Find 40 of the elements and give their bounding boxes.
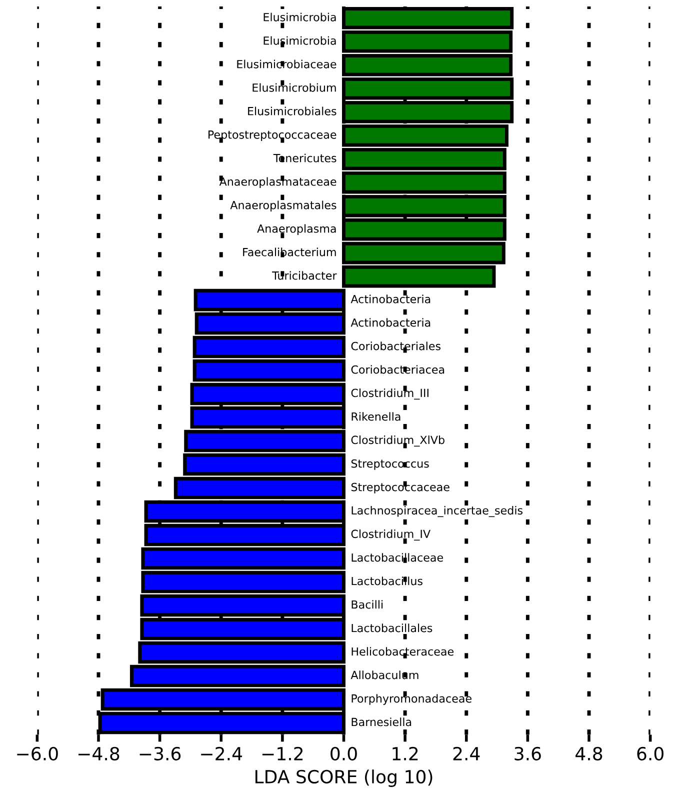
- y-tick-label: Lactobacillales: [352, 624, 432, 632]
- y-tick-label: Anaeroplasmataceae: [219, 177, 336, 188]
- y-tick-label: Actinobacteria: [350, 294, 430, 304]
- y-tick-label: Porphyromonadaceae: [352, 694, 472, 705]
- x-tick-label: 4.8: [576, 746, 602, 760]
- y-tick-label: Helicobacteraceae: [352, 647, 454, 656]
- x-tick-label: 6.0: [637, 746, 664, 760]
- y-tick-label: Barnesiella: [352, 718, 412, 726]
- y-tick-label: Anaeroplasmatales: [230, 200, 336, 212]
- y-tick-label: Lactobacillus: [352, 576, 422, 586]
- y-tick-label: Elusimicrobium: [252, 83, 336, 92]
- y-tick-label: Lactobacillaceae: [352, 553, 443, 562]
- y-tick-label: Turicibacter: [272, 271, 337, 280]
- x-axis-title: LDA SCORE (log 10): [255, 770, 432, 788]
- y-tick-label: Clostridium_IV: [351, 529, 430, 541]
- y-tick-label: Tenericutes: [273, 154, 336, 162]
- x-tick-label: −3.6: [140, 746, 181, 760]
- y-tick-label: Coriobacteriales: [351, 342, 440, 350]
- y-tick-label: Clostridium_III: [351, 388, 428, 400]
- x-tick-label: −6.0: [17, 746, 58, 760]
- y-tick-label: Clostridium_XlVb: [351, 435, 444, 447]
- y-tick-label: Lachnospiracea_incertae_sedis: [352, 506, 523, 518]
- y-tick-label: Rikenella: [352, 412, 400, 421]
- y-tick-label: Elusimicrobiaceae: [237, 60, 336, 68]
- x-tick-label: −2.4: [201, 746, 242, 760]
- y-tick-label: Elusimicrobia: [264, 36, 336, 45]
- y-tick-label: Peptostreptococcaceae: [208, 130, 336, 141]
- x-tick-label: 3.6: [514, 746, 541, 760]
- x-tick-label: −4.8: [78, 746, 120, 760]
- y-tick-label: Streptococcaceae: [351, 482, 450, 494]
- x-tick-label: 1.2: [392, 746, 418, 760]
- y-tick-label: Elusimicrobiales: [248, 106, 336, 116]
- x-tick-label: −1.2: [262, 746, 303, 760]
- x-tick-label: 2.4: [453, 746, 480, 760]
- y-tick-label: Faecalibacterium: [243, 248, 336, 256]
- y-tick-label: Elusimicrobia: [264, 12, 336, 22]
- y-tick-label: Anaeroplasma: [257, 224, 336, 235]
- y-tick-label: Actinobacteria: [350, 318, 430, 327]
- y-tick-label: Bacilli: [352, 600, 383, 609]
- x-tick-label: 0.0: [330, 746, 357, 760]
